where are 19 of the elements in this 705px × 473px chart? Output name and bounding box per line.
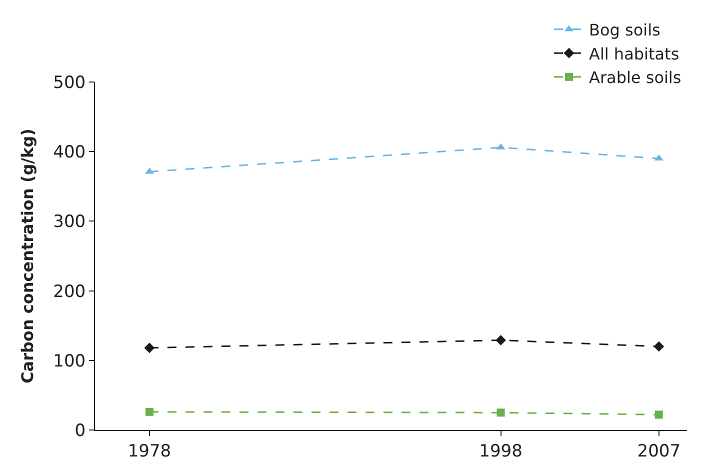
y-tick-label: 200 — [53, 282, 86, 302]
x-tick-label: 2007 — [637, 441, 681, 462]
point — [496, 335, 506, 346]
x-tick-label: 1998 — [479, 441, 522, 462]
x-tick-label: 1978 — [128, 441, 172, 462]
y-tick-label: 0 — [74, 420, 86, 441]
point — [654, 341, 664, 352]
point — [654, 410, 663, 419]
point — [145, 408, 154, 416]
legend-label: All habitats — [589, 44, 680, 64]
y-tick-label: 300 — [53, 212, 86, 232]
legend-label: Arable soils — [589, 68, 682, 88]
y-axis-title: Carbon concentration (g/kg) — [18, 128, 38, 384]
legend-label: Bog soils — [589, 20, 660, 40]
point — [496, 408, 505, 417]
y-tick-label: 500 — [53, 72, 86, 93]
y-tick-label: 400 — [53, 142, 86, 163]
point — [144, 342, 155, 354]
y-tick-label: 100 — [53, 351, 86, 372]
